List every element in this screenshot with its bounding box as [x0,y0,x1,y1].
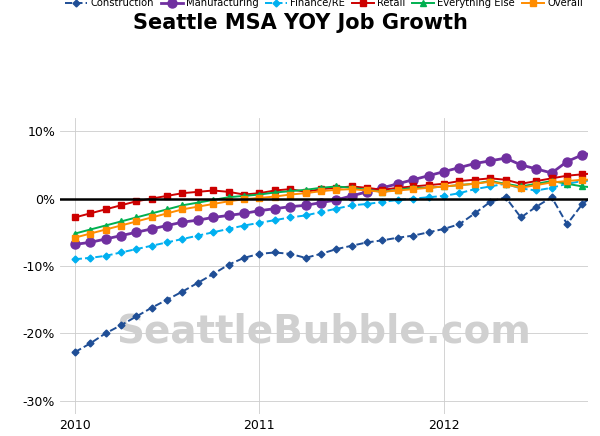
Finance/RE [502,181,509,186]
Overall [302,191,309,196]
Text: Seattle MSA YOY Job Growth: Seattle MSA YOY Job Growth [133,13,467,33]
Line: Construction: Construction [73,148,600,354]
Construction [502,194,509,200]
Everything Else [71,231,79,236]
Finance/RE [317,209,325,215]
Line: Finance/RE: Finance/RE [73,174,600,262]
Line: Manufacturing: Manufacturing [70,132,600,249]
Overall [71,235,79,240]
Manufacturing [302,203,309,208]
Text: SeattleBubble.com: SeattleBubble.com [116,312,532,350]
Line: Everything Else: Everything Else [71,175,600,237]
Overall [317,188,325,194]
Everything Else [502,181,509,186]
Construction [71,350,79,355]
Retail [302,189,309,194]
Legend: Construction, Manufacturing, Finance/RE, Retail, Everything Else, Overall: Construction, Manufacturing, Finance/RE,… [65,0,583,8]
Everything Else [302,187,309,192]
Manufacturing [317,200,325,205]
Construction [302,255,309,260]
Finance/RE [71,257,79,262]
Line: Retail: Retail [71,157,600,221]
Everything Else [317,185,325,191]
Retail [71,215,79,220]
Manufacturing [71,242,79,247]
Retail [317,187,325,192]
Manufacturing [502,156,509,161]
Construction [317,251,325,256]
Line: Overall: Overall [71,168,600,241]
Retail [502,177,509,182]
Finance/RE [302,213,309,218]
